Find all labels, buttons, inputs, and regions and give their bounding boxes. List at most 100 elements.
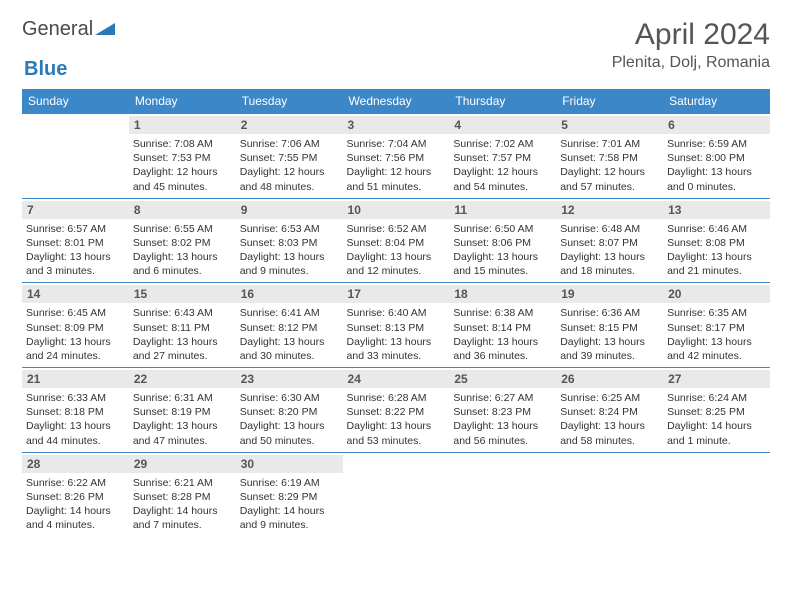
weekday-header: Sunday bbox=[22, 89, 129, 114]
day-sun-info: Sunrise: 6:46 AMSunset: 8:08 PMDaylight:… bbox=[667, 222, 766, 279]
day-number: 25 bbox=[449, 370, 556, 388]
title-block: April 2024 Plenita, Dolj, Romania bbox=[612, 18, 770, 72]
day-sun-info: Sunrise: 6:22 AMSunset: 8:26 PMDaylight:… bbox=[26, 476, 125, 533]
calendar-day-cell: 23 Sunrise: 6:30 AMSunset: 8:20 PMDayligh… bbox=[236, 368, 343, 453]
day-number: 1 bbox=[129, 116, 236, 134]
day-sun-info: Sunrise: 6:57 AMSunset: 8:01 PMDaylight:… bbox=[26, 222, 125, 279]
day-number: 30 bbox=[236, 455, 343, 473]
weekday-header: Wednesday bbox=[343, 89, 450, 114]
day-number: 14 bbox=[22, 285, 129, 303]
calendar-day-cell: . bbox=[343, 452, 450, 536]
calendar-day-cell: 15 Sunrise: 6:43 AMSunset: 8:11 PMDayligh… bbox=[129, 283, 236, 368]
day-sun-info: Sunrise: 6:19 AMSunset: 8:29 PMDaylight:… bbox=[240, 476, 339, 533]
day-sun-info: Sunrise: 6:48 AMSunset: 8:07 PMDaylight:… bbox=[560, 222, 659, 279]
calendar-day-cell: 11Sunrise: 6:50 AMSunset: 8:06 PMDayligh… bbox=[449, 198, 556, 283]
calendar-day-cell: 12 Sunrise: 6:48 AMSunset: 8:07 PMDayligh… bbox=[556, 198, 663, 283]
calendar-day-cell: 7 Sunrise: 6:57 AMSunset: 8:01 PMDaylight… bbox=[22, 198, 129, 283]
calendar-day-cell: 21 Sunrise: 6:33 AMSunset: 8:18 PMDayligh… bbox=[22, 368, 129, 453]
day-number: 18 bbox=[449, 285, 556, 303]
weekday-header: Thursday bbox=[449, 89, 556, 114]
calendar-table: Sunday Monday Tuesday Wednesday Thursday… bbox=[22, 89, 770, 536]
calendar-week-row: .1 Sunrise: 7:08 AMSunset: 7:53 PMDayligh… bbox=[22, 114, 770, 199]
calendar-day-cell: 19 Sunrise: 6:36 AMSunset: 8:15 PMDayligh… bbox=[556, 283, 663, 368]
day-sun-info: Sunrise: 6:45 AMSunset: 8:09 PMDaylight:… bbox=[26, 306, 125, 363]
day-number: 3 bbox=[343, 116, 450, 134]
day-number: 4 bbox=[449, 116, 556, 134]
calendar-day-cell: 5Sunrise: 7:01 AMSunset: 7:58 PMDaylight… bbox=[556, 114, 663, 199]
day-number: 15 bbox=[129, 285, 236, 303]
day-sun-info: Sunrise: 6:43 AMSunset: 8:11 PMDaylight:… bbox=[133, 306, 232, 363]
day-sun-info: Sunrise: 6:25 AMSunset: 8:24 PMDaylight:… bbox=[560, 391, 659, 448]
day-number: 16 bbox=[236, 285, 343, 303]
day-sun-info: Sunrise: 7:01 AMSunset: 7:58 PMDaylight:… bbox=[560, 137, 659, 194]
calendar-day-cell: 1 Sunrise: 7:08 AMSunset: 7:53 PMDaylight… bbox=[129, 114, 236, 199]
calendar-day-cell: . bbox=[22, 114, 129, 199]
day-number: 29 bbox=[129, 455, 236, 473]
calendar-day-cell: 24 Sunrise: 6:28 AMSunset: 8:22 PMDayligh… bbox=[343, 368, 450, 453]
day-number: 22 bbox=[129, 370, 236, 388]
location: Plenita, Dolj, Romania bbox=[612, 54, 770, 72]
day-number: 27 bbox=[663, 370, 770, 388]
day-number: 28 bbox=[22, 455, 129, 473]
calendar-day-cell: 10 Sunrise: 6:52 AMSunset: 8:04 PMDayligh… bbox=[343, 198, 450, 283]
day-number: 13 bbox=[663, 201, 770, 219]
day-sun-info: Sunrise: 6:27 AMSunset: 8:23 PMDaylight:… bbox=[453, 391, 552, 448]
calendar-day-cell: 29 Sunrise: 6:21 AMSunset: 8:28 PMDayligh… bbox=[129, 452, 236, 536]
calendar-day-cell: 18Sunrise: 6:38 AMSunset: 8:14 PMDayligh… bbox=[449, 283, 556, 368]
calendar-day-cell: . bbox=[556, 452, 663, 536]
day-number: 6 bbox=[663, 116, 770, 134]
logo-word2: Blue bbox=[24, 58, 67, 80]
day-number: 10 bbox=[343, 201, 450, 219]
day-number: 23 bbox=[236, 370, 343, 388]
calendar-week-row: 7 Sunrise: 6:57 AMSunset: 8:01 PMDaylight… bbox=[22, 198, 770, 283]
day-sun-info: Sunrise: 6:55 AMSunset: 8:02 PMDaylight:… bbox=[133, 222, 232, 279]
calendar-day-cell: 6 Sunrise: 6:59 AMSunset: 8:00 PMDaylight… bbox=[663, 114, 770, 199]
calendar-day-cell: 30 Sunrise: 6:19 AMSunset: 8:29 PMDayligh… bbox=[236, 452, 343, 536]
day-sun-info: Sunrise: 6:59 AMSunset: 8:00 PMDaylight:… bbox=[667, 137, 766, 194]
calendar-week-row: 14 Sunrise: 6:45 AMSunset: 8:09 PMDayligh… bbox=[22, 283, 770, 368]
day-sun-info: Sunrise: 7:04 AMSunset: 7:56 PMDaylight:… bbox=[347, 137, 446, 194]
weekday-header-row: Sunday Monday Tuesday Wednesday Thursday… bbox=[22, 89, 770, 114]
month-title: April 2024 bbox=[612, 18, 770, 52]
weekday-header: Friday bbox=[556, 89, 663, 114]
calendar-day-cell: 25 Sunrise: 6:27 AMSunset: 8:23 PMDayligh… bbox=[449, 368, 556, 453]
day-sun-info: Sunrise: 6:30 AMSunset: 8:20 PMDaylight:… bbox=[240, 391, 339, 448]
calendar-day-cell: 20Sunrise: 6:35 AMSunset: 8:17 PMDayligh… bbox=[663, 283, 770, 368]
weekday-header: Monday bbox=[129, 89, 236, 114]
day-number: 8 bbox=[129, 201, 236, 219]
calendar-day-cell: 9 Sunrise: 6:53 AMSunset: 8:03 PMDaylight… bbox=[236, 198, 343, 283]
day-sun-info: Sunrise: 6:53 AMSunset: 8:03 PMDaylight:… bbox=[240, 222, 339, 279]
day-number: 7 bbox=[22, 201, 129, 219]
day-number: 11 bbox=[449, 201, 556, 219]
calendar-day-cell: 26Sunrise: 6:25 AMSunset: 8:24 PMDayligh… bbox=[556, 368, 663, 453]
day-sun-info: Sunrise: 7:08 AMSunset: 7:53 PMDaylight:… bbox=[133, 137, 232, 194]
day-number: 21 bbox=[22, 370, 129, 388]
calendar-day-cell: 16 Sunrise: 6:41 AMSunset: 8:12 PMDayligh… bbox=[236, 283, 343, 368]
calendar-week-row: 21 Sunrise: 6:33 AMSunset: 8:18 PMDayligh… bbox=[22, 368, 770, 453]
day-sun-info: Sunrise: 6:33 AMSunset: 8:18 PMDaylight:… bbox=[26, 391, 125, 448]
day-sun-info: Sunrise: 6:52 AMSunset: 8:04 PMDaylight:… bbox=[347, 222, 446, 279]
day-sun-info: Sunrise: 6:36 AMSunset: 8:15 PMDaylight:… bbox=[560, 306, 659, 363]
day-number: 20 bbox=[663, 285, 770, 303]
calendar-day-cell: . bbox=[449, 452, 556, 536]
calendar-day-cell: 28 Sunrise: 6:22 AMSunset: 8:26 PMDayligh… bbox=[22, 452, 129, 536]
calendar-day-cell: 4Sunrise: 7:02 AMSunset: 7:57 PMDaylight… bbox=[449, 114, 556, 199]
calendar-day-cell: 13 Sunrise: 6:46 AMSunset: 8:08 PMDayligh… bbox=[663, 198, 770, 283]
day-number: 24 bbox=[343, 370, 450, 388]
logo-word1: General bbox=[22, 18, 93, 41]
logo: General bbox=[22, 18, 117, 41]
day-sun-info: Sunrise: 6:28 AMSunset: 8:22 PMDaylight:… bbox=[347, 391, 446, 448]
day-number: 2 bbox=[236, 116, 343, 134]
calendar-day-cell: . bbox=[663, 452, 770, 536]
calendar-day-cell: 8 Sunrise: 6:55 AMSunset: 8:02 PMDaylight… bbox=[129, 198, 236, 283]
day-number: 12 bbox=[556, 201, 663, 219]
weekday-header: Tuesday bbox=[236, 89, 343, 114]
day-sun-info: Sunrise: 6:24 AMSunset: 8:25 PMDaylight:… bbox=[667, 391, 766, 448]
day-number: 19 bbox=[556, 285, 663, 303]
day-sun-info: Sunrise: 6:21 AMSunset: 8:28 PMDaylight:… bbox=[133, 476, 232, 533]
day-sun-info: Sunrise: 7:06 AMSunset: 7:55 PMDaylight:… bbox=[240, 137, 339, 194]
day-sun-info: Sunrise: 6:31 AMSunset: 8:19 PMDaylight:… bbox=[133, 391, 232, 448]
day-number: 9 bbox=[236, 201, 343, 219]
day-sun-info: Sunrise: 6:41 AMSunset: 8:12 PMDaylight:… bbox=[240, 306, 339, 363]
day-number: 17 bbox=[343, 285, 450, 303]
